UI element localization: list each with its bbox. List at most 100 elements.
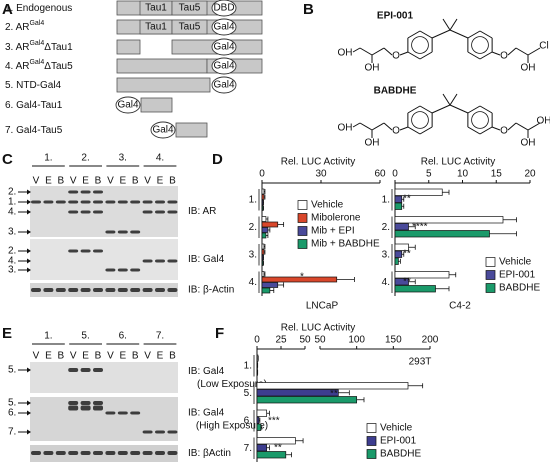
legend-swatch [366, 449, 377, 459]
construct-label: 2. ARGal4 [5, 20, 44, 32]
x-tick-label: 10 [457, 169, 469, 180]
significance: **** [412, 222, 428, 233]
domain-label: Gal4 [213, 22, 235, 33]
domain-label: Tau1 [145, 22, 167, 33]
domain-label: Gal4 [213, 42, 235, 53]
bar [394, 250, 403, 258]
blot-note: (High Exposure) [196, 421, 268, 432]
error-bar [503, 217, 517, 223]
marker-label: 7. [8, 427, 16, 438]
panel-letter: A [2, 1, 13, 18]
lane-label: E [157, 176, 164, 187]
x-tick-label: 200 [422, 335, 439, 346]
atom-label: O [392, 51, 400, 62]
domain-box [116, 39, 141, 55]
blot-band [142, 288, 153, 292]
legend-swatch [297, 213, 308, 223]
blot-band [80, 368, 91, 372]
blot-band [167, 288, 178, 292]
lane-label: V [70, 351, 77, 362]
construct-name: 2. AR [5, 22, 29, 33]
bar [261, 249, 265, 255]
bar [261, 221, 279, 228]
cell-line-label: C4-2 [449, 301, 471, 312]
error-bar [258, 417, 261, 423]
x-tick-label: 60 [374, 169, 386, 180]
error-bar [489, 231, 517, 237]
legend-swatch [297, 239, 308, 249]
bar [261, 232, 267, 239]
blot-band [167, 451, 178, 455]
lane-label: V [33, 176, 40, 187]
bond [479, 105, 493, 114]
bar [256, 416, 260, 424]
blot-band [93, 249, 103, 253]
blot-band [130, 288, 141, 292]
error-bar [262, 255, 264, 260]
blot-band [93, 451, 103, 455]
bond [527, 47, 541, 56]
blot-band [68, 405, 79, 411]
bond [383, 47, 393, 56]
blot-band [80, 190, 91, 194]
bar [394, 195, 403, 203]
domain-label: Gal4 [117, 100, 139, 111]
x-tick-label: 150 [385, 335, 402, 346]
cell-line-label: LNCaP [306, 301, 339, 312]
x-tick-label: 0 [392, 169, 398, 180]
blot-band [68, 451, 79, 455]
blot-band [117, 411, 128, 415]
bond [371, 122, 385, 131]
legend-label: Mib + BABDHE [311, 239, 380, 250]
blot-band [130, 230, 141, 234]
blot-band [31, 451, 41, 455]
blot-band [105, 200, 116, 204]
bar [256, 396, 358, 404]
marker-label: 5. [8, 398, 16, 409]
error-bar [266, 410, 270, 416]
lane-label: V [144, 351, 151, 362]
significance: *** [268, 416, 280, 427]
legend-label: Mib + EPI [311, 226, 355, 237]
cell-line-label: 293T [409, 357, 432, 368]
blot-band [117, 200, 128, 204]
lane-label: B [132, 351, 139, 362]
blot-image [30, 186, 178, 237]
marker-arrowhead [27, 209, 31, 215]
marker-arrowhead [27, 400, 31, 406]
category-label: 5. [244, 388, 252, 399]
blot-band [93, 405, 103, 411]
legend-label: BABDHE [380, 449, 421, 460]
lane-label: V [33, 351, 40, 362]
construct-name: 3. AR [5, 42, 29, 53]
atom-label: Cl [539, 41, 548, 52]
lane-label: E [119, 351, 126, 362]
bar [256, 409, 267, 417]
group-label: 2. [81, 153, 89, 164]
error-bar [262, 260, 264, 266]
lane-label: B [95, 351, 102, 362]
error-bar [260, 424, 263, 430]
error-bar [408, 383, 424, 389]
marker-label: 3. [8, 265, 16, 276]
bond [449, 29, 469, 39]
blot-label: IB: Gal4 [188, 408, 225, 419]
legend-swatch [485, 257, 496, 267]
blot-band [93, 190, 103, 194]
bond [491, 51, 501, 56]
bond [419, 105, 433, 114]
category-label: 7. [244, 443, 252, 454]
group-label: 1. [44, 331, 52, 342]
construct-suffix: ΔTau5 [44, 61, 73, 72]
blot-band [155, 259, 165, 263]
error-bar [263, 244, 266, 249]
blot-band [130, 451, 141, 455]
blot-band [155, 200, 165, 204]
construct-label: 6. Gal4-Tau1 [5, 100, 63, 111]
atom-label: O [500, 126, 508, 137]
blot-band [55, 288, 66, 292]
lane-label: V [144, 176, 151, 187]
bond [371, 47, 385, 56]
legend-swatch [297, 200, 308, 210]
error-bar [262, 205, 264, 211]
